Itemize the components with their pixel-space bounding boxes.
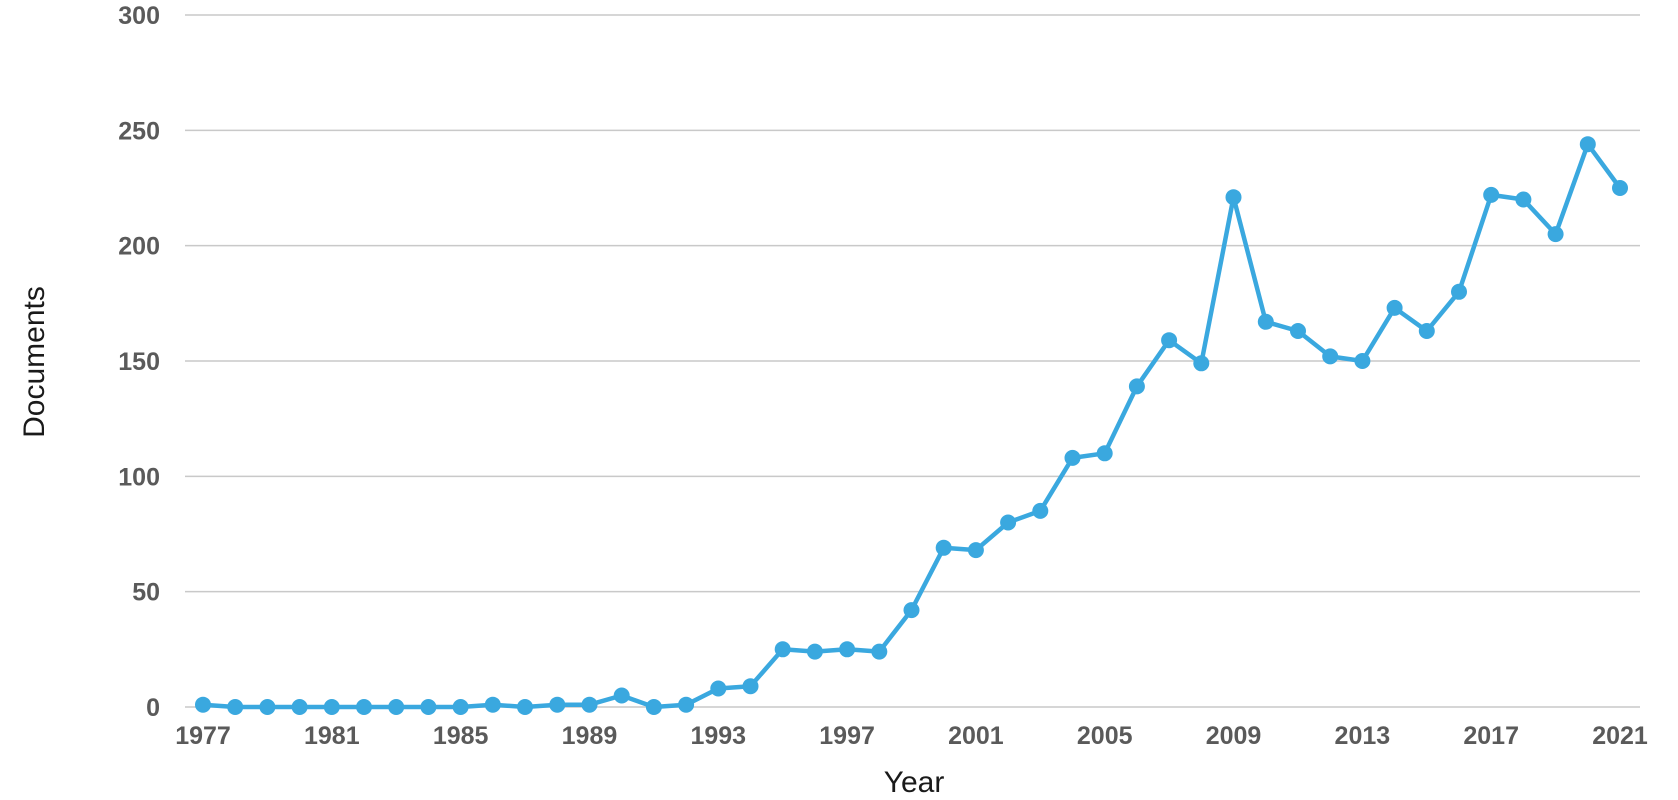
series bbox=[195, 136, 1628, 715]
series-line bbox=[200, 141, 1623, 710]
data-point bbox=[742, 678, 759, 695]
data-point bbox=[420, 699, 437, 715]
data-point bbox=[323, 699, 340, 715]
data-point bbox=[517, 699, 533, 715]
x-tick-label: 1977 bbox=[175, 722, 231, 750]
data-point bbox=[1612, 180, 1628, 196]
x-tick-label: 2017 bbox=[1463, 722, 1519, 750]
x-tick-label: 2009 bbox=[1206, 722, 1262, 750]
data-point bbox=[1257, 313, 1274, 330]
data-point bbox=[613, 687, 630, 704]
x-axis-title: Year bbox=[884, 766, 945, 799]
gridlines bbox=[185, 14, 1640, 708]
data-point bbox=[581, 696, 598, 713]
y-tick-label: 50 bbox=[132, 579, 160, 607]
data-point bbox=[1096, 445, 1113, 462]
x-tick-label: 1981 bbox=[304, 722, 360, 750]
data-point bbox=[1225, 189, 1242, 206]
data-point bbox=[388, 699, 405, 715]
data-point bbox=[678, 696, 695, 713]
x-tick-label: 1993 bbox=[690, 722, 746, 750]
data-point bbox=[291, 699, 308, 715]
data-point bbox=[935, 539, 952, 556]
data-point bbox=[1064, 449, 1081, 466]
x-tick-label: 2005 bbox=[1077, 722, 1133, 750]
y-tick-label: 0 bbox=[146, 694, 160, 722]
data-point bbox=[259, 699, 276, 715]
y-tick-label: 100 bbox=[118, 463, 160, 491]
data-point bbox=[1032, 502, 1049, 519]
x-tick-label: 1997 bbox=[819, 722, 875, 750]
x-tick-label: 2013 bbox=[1335, 722, 1391, 750]
x-tick-label: 2021 bbox=[1592, 722, 1648, 750]
y-axis-ticks: 0 50 100 150 200 250 300 bbox=[118, 2, 160, 722]
data-point bbox=[1128, 378, 1145, 395]
data-point bbox=[806, 643, 823, 660]
y-axis-title: Documents bbox=[18, 286, 51, 438]
data-point bbox=[1193, 355, 1210, 372]
data-point bbox=[710, 680, 727, 697]
data-point bbox=[645, 699, 662, 715]
data-point bbox=[1290, 323, 1306, 339]
y-tick-label: 150 bbox=[118, 348, 160, 376]
data-point bbox=[1579, 136, 1596, 153]
x-tick-label: 1989 bbox=[562, 722, 618, 750]
data-point bbox=[452, 699, 469, 715]
data-point bbox=[1515, 191, 1532, 208]
data-point bbox=[484, 696, 501, 713]
data-point bbox=[1386, 299, 1403, 316]
data-point bbox=[356, 699, 372, 715]
data-point bbox=[195, 696, 211, 713]
data-point bbox=[549, 696, 566, 713]
data-point bbox=[227, 699, 244, 715]
x-tick-label: 2001 bbox=[948, 722, 1004, 750]
data-point bbox=[1161, 332, 1178, 349]
data-point bbox=[774, 641, 791, 658]
data-point bbox=[1547, 226, 1564, 243]
y-tick-label: 250 bbox=[118, 117, 160, 145]
x-axis-ticks: 1977 1981 1985 1989 1993 1997 2001 2005 2009 2013… bbox=[175, 722, 1648, 750]
data-point bbox=[1354, 353, 1371, 369]
y-tick-label: 300 bbox=[118, 2, 160, 30]
x-tick-label: 1985 bbox=[433, 722, 489, 750]
data-point bbox=[967, 542, 984, 559]
data-point bbox=[1451, 283, 1467, 300]
data-point bbox=[903, 602, 920, 619]
data-point bbox=[1418, 323, 1435, 339]
data-point bbox=[839, 641, 856, 658]
data-point bbox=[871, 643, 888, 660]
y-tick-label: 200 bbox=[118, 233, 160, 261]
data-point bbox=[1483, 186, 1500, 203]
data-point bbox=[1322, 348, 1339, 365]
data-point bbox=[1000, 514, 1017, 531]
